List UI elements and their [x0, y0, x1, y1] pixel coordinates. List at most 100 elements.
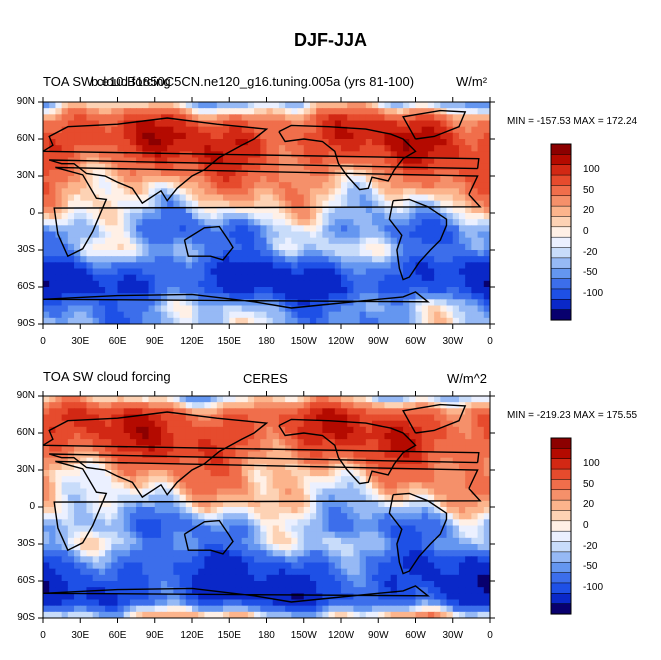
heatmap-cell [458, 206, 466, 214]
lon-label: 180 [258, 630, 275, 641]
heatmap-cell [86, 102, 94, 109]
heatmap-cell [86, 225, 94, 233]
heatmap-cell [105, 126, 112, 134]
heatmap-cell [353, 126, 361, 134]
heatmap-cell [477, 525, 485, 533]
heatmap-cell [452, 408, 460, 416]
heatmap-cell [341, 488, 348, 496]
heatmap-cell [278, 145, 286, 152]
heatmap-cell [477, 537, 485, 545]
heatmap-cell [229, 317, 237, 324]
heatmap-cell [142, 243, 150, 251]
heatmap-cell [458, 476, 466, 483]
heatmap-cell [260, 268, 268, 276]
heatmap-cell [179, 550, 187, 557]
heatmap-cell [136, 482, 143, 490]
heatmap-cell [403, 500, 410, 508]
heatmap-cell [359, 445, 367, 453]
heatmap-cell [446, 145, 454, 152]
heatmap-cell [185, 163, 193, 171]
heatmap-cell [61, 108, 69, 115]
heatmap-cell [260, 287, 268, 294]
lon-label: 90E [145, 630, 164, 641]
heatmap-cell [341, 268, 348, 276]
heatmap-cell [254, 396, 261, 403]
heatmap-cell [372, 500, 379, 508]
heatmap-cell [86, 287, 94, 294]
heatmap-cell [328, 420, 336, 428]
heatmap-cell [440, 439, 448, 446]
heatmap-cell [129, 550, 137, 557]
heatmap-cell [458, 470, 466, 477]
heatmap-cell [334, 102, 342, 109]
heatmap-cell [61, 433, 69, 440]
heatmap-cell [328, 402, 336, 409]
heatmap-cell [347, 188, 355, 196]
heatmap-cell [117, 194, 125, 202]
heatmap-cell [465, 476, 472, 483]
heatmap-cell [192, 463, 199, 471]
heatmap-cell [216, 408, 224, 416]
heatmap-cell [403, 256, 410, 263]
heatmap-cell [198, 396, 206, 403]
heatmap-cell [210, 250, 218, 257]
heatmap-cell [111, 188, 119, 196]
heatmap-cell [465, 157, 472, 165]
heatmap-cell [80, 581, 88, 588]
heatmap-cell [353, 587, 361, 594]
lat-label: 90N [16, 96, 35, 107]
heatmap-cell [111, 317, 119, 324]
heatmap-cell [458, 482, 466, 490]
heatmap-cell [285, 200, 292, 208]
heatmap-cell [142, 451, 150, 459]
heatmap-cell [173, 102, 181, 109]
heatmap-cell [98, 145, 106, 152]
heatmap-cell [43, 574, 50, 582]
heatmap-cell [285, 194, 292, 202]
heatmap-cell [440, 574, 448, 582]
heatmap-cell [154, 108, 162, 115]
heatmap-cell [458, 225, 466, 233]
heatmap-cell [136, 299, 143, 307]
heatmap-cell [111, 132, 119, 140]
heatmap-cell [49, 593, 57, 601]
heatmap-cell [434, 206, 441, 214]
heatmap-cell [223, 256, 230, 263]
heatmap-cell [129, 556, 137, 564]
heatmap-cell [303, 488, 311, 496]
heatmap-cell [167, 200, 174, 208]
heatmap-cell [92, 396, 100, 403]
heatmap-cell [359, 139, 367, 146]
heatmap-cell [216, 102, 224, 109]
heatmap-cell [105, 250, 112, 257]
heatmap-cell [409, 280, 417, 288]
heatmap-cell [192, 231, 199, 239]
heatmap-cell [210, 402, 218, 409]
heatmap-cell [179, 476, 187, 483]
heatmap-cell [440, 568, 448, 576]
heatmap-cell [80, 507, 88, 514]
heatmap-cell [278, 262, 286, 270]
heatmap-cell [409, 151, 417, 159]
heatmap-cell [67, 463, 75, 471]
heatmap-cell [216, 420, 224, 428]
heatmap-cell [254, 507, 261, 514]
heatmap-cell [247, 157, 255, 165]
heatmap-cell [210, 102, 218, 109]
coastline [278, 124, 417, 191]
heatmap-cell [421, 219, 429, 226]
heatmap-cell [129, 451, 137, 459]
heatmap-cell [167, 287, 174, 294]
heatmap-cell [440, 299, 448, 307]
heatmap-cell [254, 169, 261, 177]
heatmap-cell [61, 500, 69, 508]
heatmap-cell [210, 463, 218, 471]
heatmap-cell [173, 581, 181, 588]
heatmap-cell [285, 396, 292, 403]
heatmap-cell [440, 470, 448, 477]
heatmap-cell [359, 408, 367, 416]
heatmap-cell [415, 311, 423, 319]
heatmap-cell [142, 163, 150, 171]
heatmap-cell [241, 250, 249, 257]
heatmap-cell [223, 194, 230, 202]
